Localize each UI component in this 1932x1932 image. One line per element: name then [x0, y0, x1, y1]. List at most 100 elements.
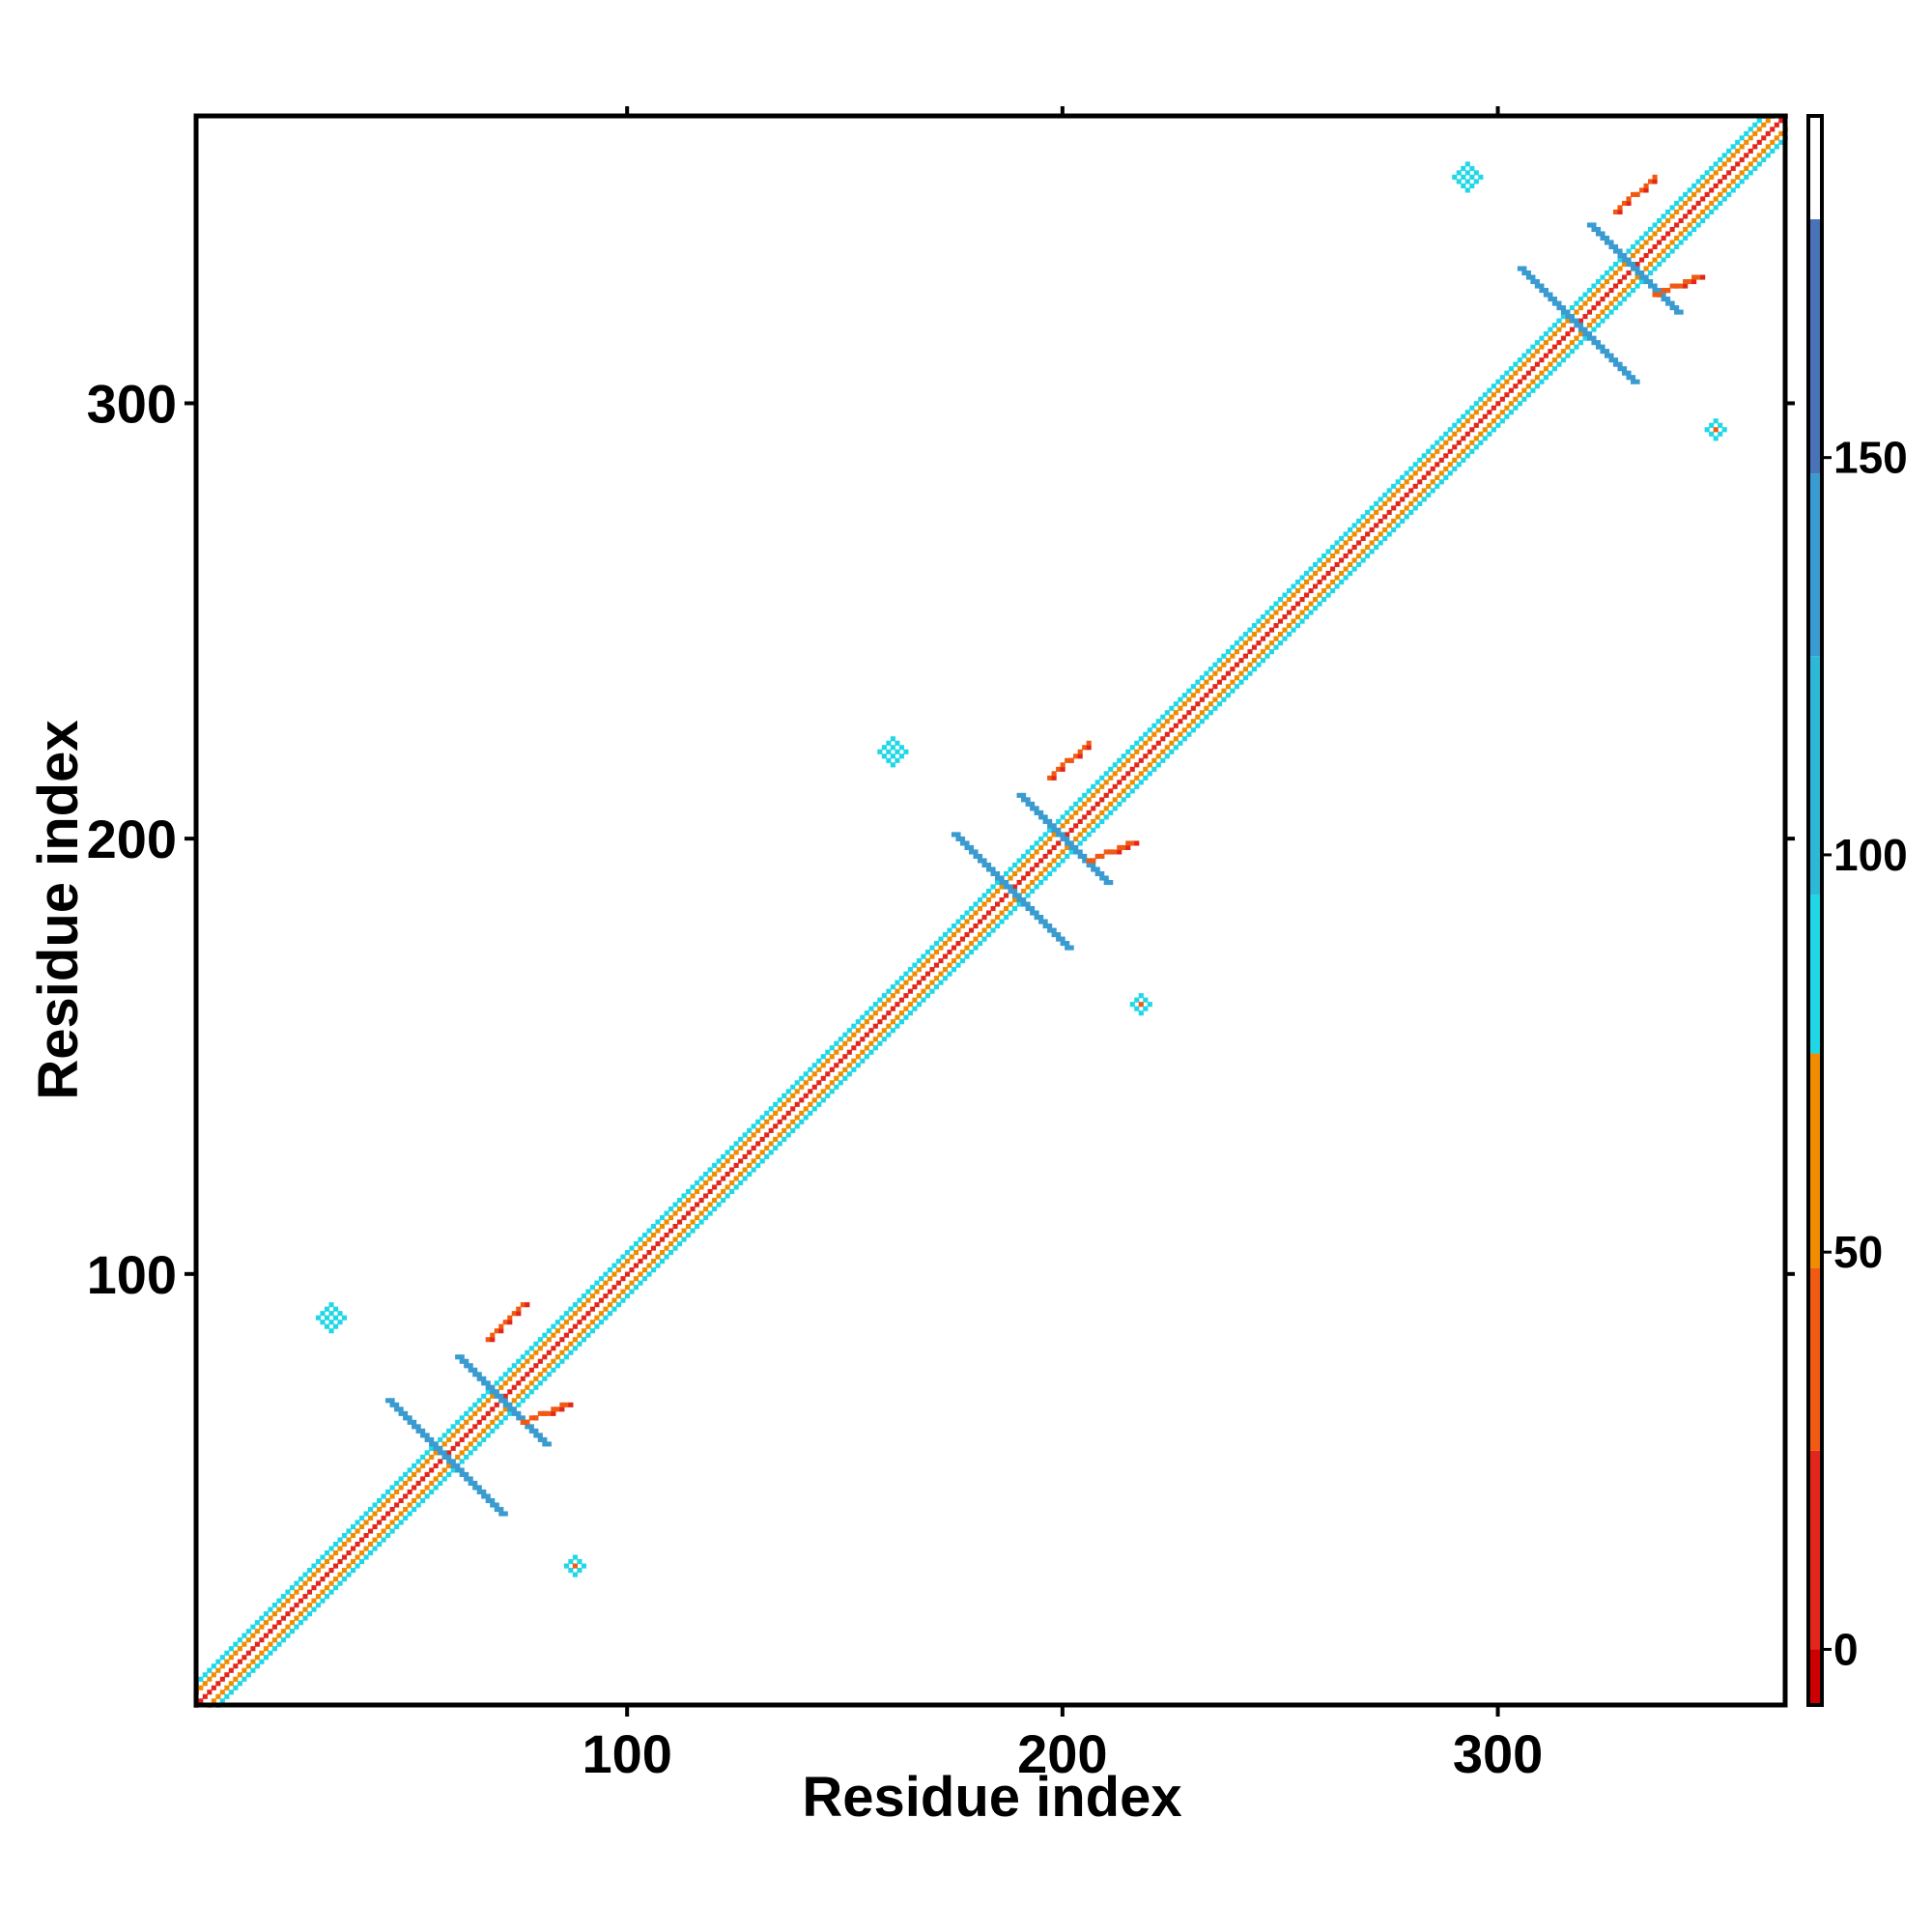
heatmap-cell-diagonal-band	[1683, 235, 1689, 242]
heatmap-cell-diagonal-band	[1735, 148, 1741, 154]
heatmap-cell-diagonal-band	[1539, 344, 1545, 350]
heatmap-cell-diagonal-band	[1042, 867, 1048, 872]
heatmap-cell-cluster	[332, 1315, 339, 1321]
heatmap-cell-diagonal-band	[1691, 226, 1697, 233]
heatmap-cell-parallel	[1060, 766, 1065, 772]
heatmap-cell-diagonal-band	[525, 1393, 530, 1399]
heatmap-cell-diagonal-band	[298, 1585, 304, 1591]
heatmap-cell-diagonal-band	[1718, 156, 1723, 162]
heatmap-cell-antidiagonal	[1047, 923, 1053, 929]
heatmap-cell-diagonal-band	[808, 1075, 813, 1081]
heatmap-cell-diagonal-band	[294, 1624, 299, 1630]
heatmap-cell-cluster	[1469, 165, 1475, 171]
heatmap-cell-diagonal-band	[1208, 667, 1213, 672]
heatmap-cell-diagonal-band	[1400, 509, 1406, 515]
heatmap-cell-antidiagonal	[415, 1424, 421, 1430]
heatmap-cell-diagonal-band	[799, 1119, 805, 1124]
heatmap-cell-diagonal-band	[1378, 497, 1383, 502]
heatmap-cell-diagonal-band	[242, 1667, 247, 1673]
heatmap-cell-diagonal-band	[646, 1263, 652, 1268]
heatmap-cell-diagonal-band	[1330, 587, 1336, 594]
heatmap-cell-antidiagonal	[1652, 283, 1658, 289]
heatmap-cell-diagonal	[1521, 375, 1527, 381]
heatmap-cell-diagonal-band	[695, 1179, 700, 1186]
heatmap-cell-antidiagonal	[1051, 927, 1057, 933]
heatmap-cell-diagonal-band	[328, 1589, 334, 1595]
heatmap-cell-diagonal-band	[773, 1136, 779, 1142]
heatmap-cell-diagonal-band	[955, 927, 961, 933]
heatmap-cell-diagonal-band	[1461, 422, 1466, 428]
heatmap-cell-diagonal-band	[641, 1241, 648, 1247]
heatmap-cell-diagonal-band	[1212, 696, 1218, 702]
heatmap-cell-antidiagonal	[476, 1485, 482, 1491]
heatmap-cell-antidiagonal	[455, 1467, 461, 1473]
heatmap-cell-diagonal-band	[1016, 858, 1022, 864]
heatmap-cell-diagonal	[615, 1280, 622, 1286]
heatmap-cell-diagonal	[542, 1354, 548, 1360]
heatmap-cell-diagonal-band	[1726, 148, 1732, 154]
heatmap-cell-diagonal-band	[790, 1119, 796, 1124]
heatmap-cell-diagonal-band	[1747, 161, 1753, 167]
heatmap-cell-diagonal-band	[276, 1598, 282, 1604]
heatmap-cell-diagonal	[834, 1063, 839, 1068]
heatmap-cell-diagonal	[1674, 222, 1680, 228]
heatmap-cell-diagonal-band	[537, 1337, 543, 1343]
heatmap-cell-diagonal-band	[1129, 788, 1135, 794]
heatmap-cell-diagonal-band	[751, 1158, 756, 1164]
heatmap-cell-diagonal-band	[346, 1537, 352, 1543]
heatmap-cell-diagonal-band	[838, 1080, 843, 1086]
colorbar-band	[1808, 1267, 1822, 1451]
heatmap-cell-diagonal-band	[298, 1577, 304, 1582]
heatmap-cell-diagonal	[938, 958, 944, 964]
heatmap-cell-diagonal-band	[1251, 667, 1258, 672]
heatmap-cell-diagonal	[1739, 156, 1745, 162]
heatmap-cell-diagonal	[907, 988, 913, 994]
heatmap-cell-diagonal	[942, 953, 949, 959]
heatmap-cell-diagonal	[1216, 679, 1222, 685]
heatmap-cell-cluster	[324, 1315, 330, 1321]
heatmap-cell-diagonal	[1360, 535, 1366, 542]
heatmap-cell-diagonal-band	[1230, 679, 1236, 685]
heatmap-cell-diagonal-band	[764, 1153, 770, 1159]
heatmap-cell-diagonal-band	[677, 1197, 683, 1204]
heatmap-cell-diagonal-band	[1234, 640, 1239, 646]
heatmap-cell-diagonal-band	[860, 1058, 866, 1064]
heatmap-cell-diagonal-band	[1525, 384, 1531, 389]
heatmap-cell-diagonal-band	[1687, 222, 1692, 228]
heatmap-cell-diagonal-band	[1730, 153, 1736, 158]
heatmap-cell-diagonal-band	[398, 1511, 404, 1517]
heatmap-cell-diagonal-band	[677, 1241, 683, 1247]
heatmap-cell-diagonal	[1234, 662, 1239, 668]
heatmap-cell-antidiagonal	[955, 832, 961, 838]
heatmap-cell-diagonal-band	[1482, 436, 1488, 441]
heatmap-cell-diagonal-band	[1282, 636, 1288, 641]
heatmap-cell-diagonal-band	[751, 1132, 756, 1138]
heatmap-cell-antidiagonal	[516, 1415, 522, 1421]
heatmap-cell-diagonal-band	[1125, 749, 1131, 754]
heatmap-cell-diagonal-band	[472, 1410, 478, 1416]
heatmap-cell-diagonal-band	[511, 1372, 517, 1378]
heatmap-cell-diagonal-band	[446, 1471, 452, 1477]
heatmap-cell-cluster	[1478, 174, 1484, 180]
heatmap-cell-diagonal-band	[881, 1028, 887, 1034]
heatmap-cell-diagonal	[450, 1445, 456, 1451]
heatmap-cell-diagonal-band	[747, 1127, 753, 1133]
heatmap-cell-diagonal-band	[707, 1202, 713, 1208]
heatmap-cell-diagonal-band	[1121, 762, 1126, 768]
heatmap-cell-diagonal-band	[1709, 174, 1715, 180]
heatmap-cell-diagonal-band	[533, 1384, 539, 1390]
heatmap-cell-diagonal-band	[268, 1615, 273, 1621]
heatmap-cell-diagonal-band	[1595, 323, 1602, 328]
heatmap-cell-diagonal-band	[860, 1014, 866, 1020]
heatmap-cell-diagonal-band	[302, 1580, 308, 1586]
heatmap-cell-diagonal	[607, 1289, 613, 1294]
heatmap-cell-diagonal-band	[868, 1006, 874, 1011]
heatmap-cell-diagonal	[872, 1023, 878, 1029]
heatmap-cell-antidiagonal	[498, 1506, 504, 1513]
heatmap-cell-diagonal-band	[542, 1341, 548, 1347]
heatmap-cell-antidiagonal	[1600, 235, 1605, 242]
heatmap-cell-diagonal	[1530, 366, 1536, 372]
heatmap-cell-diagonal-band	[721, 1162, 726, 1169]
heatmap-cell-diagonal	[315, 1580, 322, 1586]
heatmap-cell-diagonal	[1435, 462, 1440, 468]
